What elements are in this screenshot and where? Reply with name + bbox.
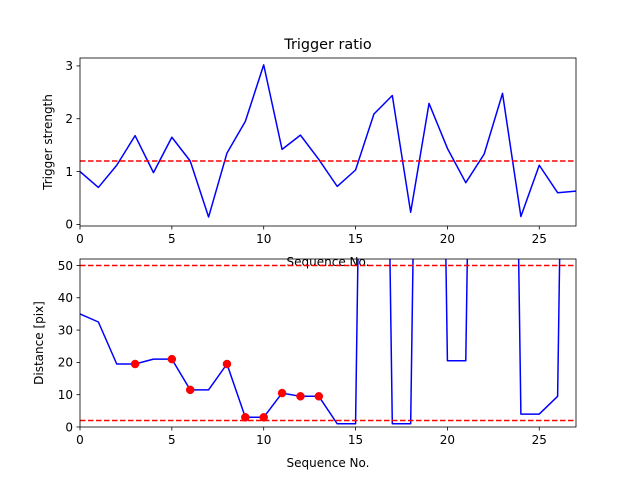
x-tick-label: 10 — [256, 433, 271, 447]
x-tick-label: 25 — [532, 433, 547, 447]
chart-top: Trigger ratio Trigger strength Sequence … — [41, 37, 577, 269]
data-point — [277, 388, 287, 398]
x-tick-label: 20 — [440, 232, 455, 246]
data-point — [185, 385, 195, 395]
y-tick-label: 50 — [58, 259, 73, 273]
x-tick-label: 0 — [76, 232, 84, 246]
x-axis-label-top: Sequence No. — [287, 255, 370, 269]
x-tick-label: 15 — [348, 433, 363, 447]
data-point — [241, 413, 250, 422]
y-tick-label: 0 — [65, 420, 73, 434]
y-tick-label: 20 — [58, 356, 73, 370]
data-point — [222, 359, 232, 369]
y-tick-label: 3 — [65, 59, 73, 73]
axes-frame — [79, 57, 577, 227]
y-axis-label-bottom: Distance [pix] — [32, 301, 46, 385]
x-axis-label-bottom: Sequence No. — [287, 456, 370, 470]
x-tick-label: 10 — [256, 232, 271, 246]
x-tick-label: 5 — [168, 433, 176, 447]
data-point — [314, 392, 324, 401]
axes-frame — [79, 258, 577, 428]
y-axis-label-top: Trigger strength — [41, 94, 55, 191]
x-tick-label: 5 — [168, 232, 176, 246]
y-tick-label: 40 — [58, 291, 73, 305]
plot-area-top: 0 5 10 15 20 25 0 1 2 3 — [65, 57, 577, 246]
data-layer — [80, 259, 576, 425]
x-tick-label: 0 — [76, 433, 84, 447]
data-layer — [80, 64, 576, 218]
data-point — [259, 413, 268, 422]
plot-area-bottom: 0 5 10 15 20 25 0 10 20 30 40 50 — [58, 258, 577, 447]
x-tick-label: 25 — [532, 232, 547, 246]
x-tick-label: 20 — [440, 433, 455, 447]
series-line — [80, 259, 561, 425]
data-point — [130, 359, 140, 369]
y-tick-label: 2 — [65, 112, 73, 126]
chart-bottom: Distance [pix] Sequence No. 0 5 10 15 20 25 0 1… — [32, 258, 577, 470]
series-line — [80, 64, 576, 218]
data-point — [167, 354, 177, 364]
chart-title: Trigger ratio — [283, 37, 372, 53]
y-tick-label: 10 — [58, 388, 73, 402]
x-tick-label: 15 — [348, 232, 363, 246]
data-point — [296, 392, 305, 401]
y-tick-label: 30 — [58, 323, 73, 337]
y-tick-label: 1 — [65, 165, 73, 179]
y-tick-label: 0 — [65, 218, 73, 232]
